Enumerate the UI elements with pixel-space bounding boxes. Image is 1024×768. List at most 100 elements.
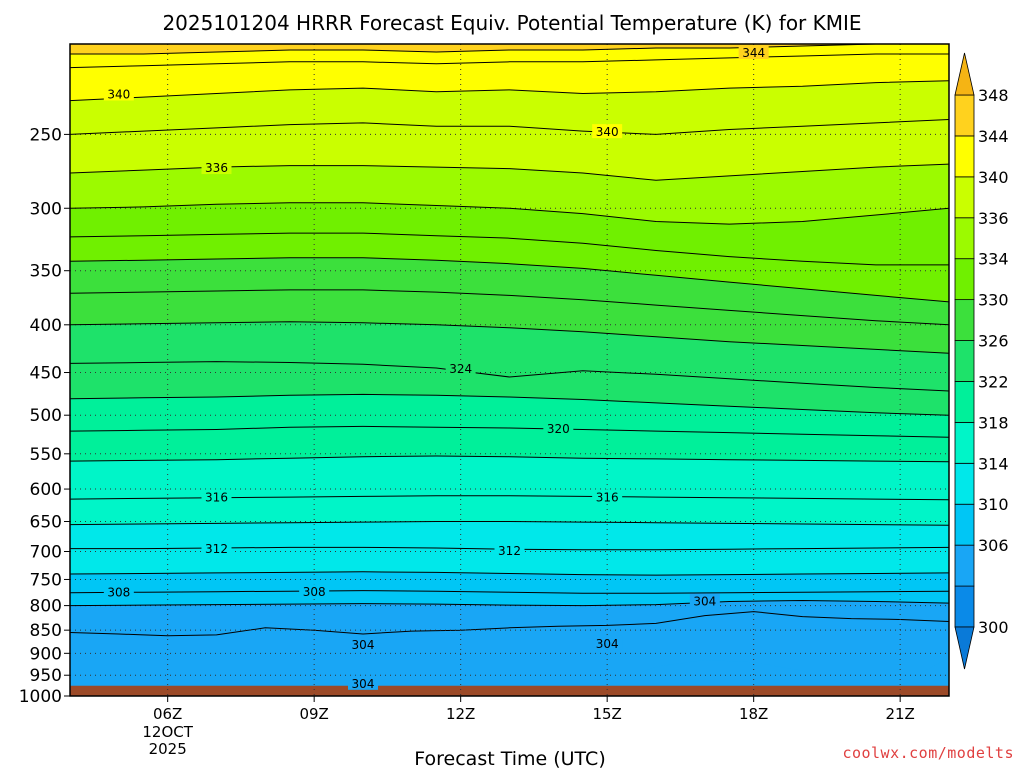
contour-label: 340 (596, 125, 619, 139)
band-306 (70, 590, 949, 606)
x-tick-label: 18Z (739, 705, 768, 723)
colorbar-label: 310 (978, 495, 1009, 514)
band-308 (70, 571, 949, 594)
x-tick-sublabel: 2025 (149, 740, 187, 758)
contour-label-bg (348, 637, 378, 652)
contour-label: 304 (352, 677, 375, 691)
contour-318 (70, 455, 949, 463)
filled-bands (70, 44, 949, 696)
contour-304 (70, 611, 949, 637)
contour-labels: 344 340 340 336 324 320 316 316 312 312 308 308 304 3… (103, 45, 769, 691)
contour-label: 304 (596, 637, 619, 651)
contour-label-bg (348, 675, 378, 690)
colorbar-swatch (954, 421, 975, 464)
contour-310 (70, 571, 949, 576)
y-tick-label: 350 (30, 262, 62, 282)
contour-326 (70, 321, 949, 354)
colorbar-extend-high (954, 52, 975, 96)
band-302 (70, 611, 949, 686)
y-tick-label: 250 (30, 125, 62, 145)
colorbar-label: 340 (978, 168, 1009, 187)
contour-label: 344 (742, 46, 765, 60)
y-tick-label: 400 (30, 316, 62, 336)
contour-label-bg (299, 584, 330, 599)
y-tick-label: 700 (30, 543, 62, 563)
colorbar-swatch (954, 381, 975, 423)
colorbar-label: 334 (978, 250, 1009, 269)
band-332 (70, 202, 949, 265)
contour-322 (70, 393, 949, 416)
colorbar-label: 314 (978, 454, 1009, 473)
contour-label-bg (543, 420, 574, 435)
x-tick-label: 15Z (592, 705, 621, 723)
y-tick-label: 450 (30, 364, 62, 384)
colorbar-swatch (954, 503, 975, 546)
contour-label-bg (201, 489, 232, 504)
band-338 (70, 80, 949, 135)
y-tick-label: 850 (30, 621, 62, 641)
colorbar-extend-low (954, 626, 975, 670)
y-tick-label: 950 (30, 666, 62, 686)
contour-label: 304 (693, 595, 716, 609)
contour-332 (70, 232, 949, 266)
contour-306 (70, 599, 949, 607)
contour-label-bg (738, 45, 769, 60)
colorbar-swatch (954, 176, 975, 219)
colorbar-label: 336 (978, 209, 1009, 228)
contour-320 (70, 425, 949, 438)
contour-lines (70, 44, 949, 607)
y-tick-label: 750 (30, 570, 62, 590)
low-level-cool-region (70, 611, 949, 686)
contour-label-bg (592, 124, 623, 139)
band-322 (70, 361, 949, 416)
contour-342 (70, 53, 949, 69)
colorbar-swatch (954, 340, 975, 382)
y-tick-label: 500 (30, 406, 62, 426)
colorbar-label: 344 (978, 127, 1009, 146)
contour-label-bg (689, 593, 720, 608)
plot-frame (69, 43, 950, 697)
contour-label-bg (494, 542, 525, 557)
colorbar-label: 322 (978, 372, 1009, 391)
colorbar-swatch (954, 217, 975, 260)
x-tick-label: 12Z (446, 705, 475, 723)
band-336 (70, 119, 949, 181)
contour-label-bg (592, 489, 623, 504)
x-tick-label: 09Z (299, 705, 328, 723)
band-316 (70, 456, 949, 500)
y-tick-label: 1000 (19, 687, 62, 707)
contour-label: 340 (107, 88, 130, 102)
contour-label-bg (445, 360, 476, 375)
contour-338 (70, 119, 949, 135)
band-330 (70, 233, 949, 302)
surface-ground (70, 685, 949, 696)
contour-328 (70, 289, 949, 326)
band-324 (70, 321, 949, 391)
colorbar-label: 330 (978, 291, 1009, 310)
colorbar-label: 326 (978, 332, 1009, 351)
y-axis: 250 300 350 400 450 500 550 600 650 700 750 800 850 9… (19, 125, 70, 707)
contour-330 (70, 257, 949, 303)
colorbar-swatch (954, 462, 975, 505)
contour-label-bg (103, 584, 134, 599)
x-tick-label: 21Z (885, 705, 914, 723)
y-tick-label: 900 (30, 644, 62, 664)
band-312 (70, 521, 949, 550)
colorbar-swatch (954, 299, 975, 341)
contour-label: 312 (498, 544, 521, 558)
x-tick-label: 06Z (153, 705, 182, 723)
contour-314 (70, 521, 949, 526)
band-320 (70, 394, 949, 438)
colorbar-swatch (954, 258, 975, 301)
band-top (70, 44, 949, 54)
y-tick-label: 800 (30, 597, 62, 617)
contour-label: 324 (449, 362, 472, 376)
y-tick-label: 550 (30, 445, 62, 465)
contour-label-bg (592, 635, 623, 650)
contour-label: 316 (596, 490, 619, 504)
contour-label: 308 (303, 585, 326, 599)
x-axis-label: Forecast Time (UTC) (414, 748, 605, 768)
colorbar-label: 348 (978, 86, 1009, 105)
credit-link[interactable]: coolwx.com/modelts (842, 744, 1014, 762)
colorbar-swatch (954, 585, 975, 628)
